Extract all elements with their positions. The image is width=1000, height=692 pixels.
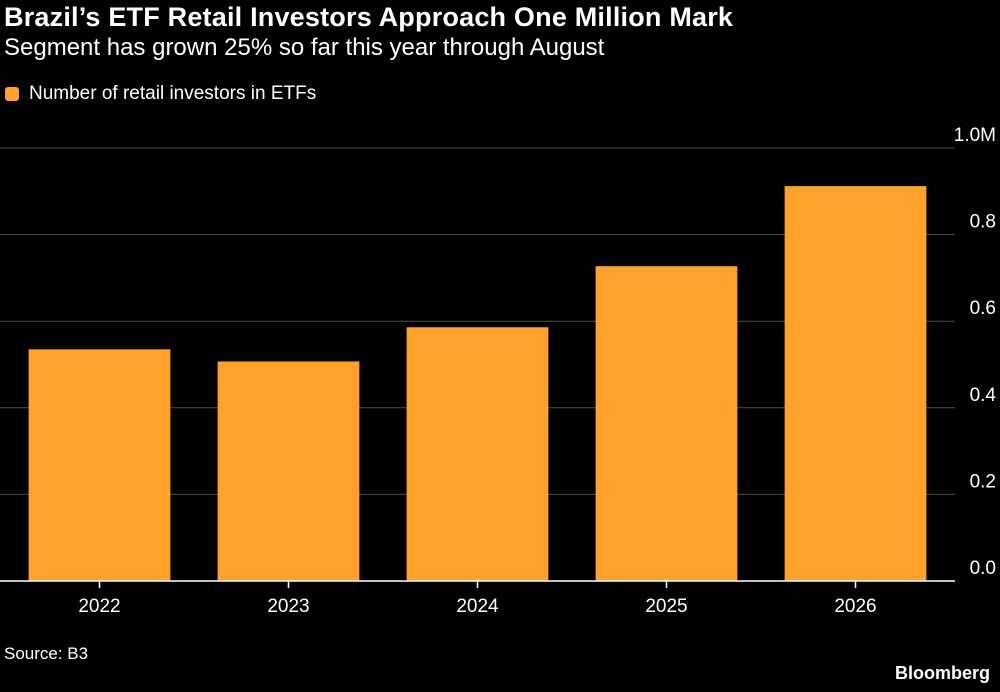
y-tick-label: 0.0 [970, 558, 996, 579]
source-note: Source: B3 [4, 644, 89, 663]
chart-subtitle: Segment has grown 25% so far this year t… [4, 34, 605, 61]
bar [595, 266, 738, 581]
x-tick-label: 2025 [645, 596, 687, 617]
bloomberg-logo: Bloomberg [894, 663, 990, 683]
y-tick-label: 0.6 [970, 298, 996, 319]
legend: Number of retail investors in ETFs [5, 83, 316, 105]
bar [406, 327, 549, 581]
x-tick-label: 2022 [78, 596, 120, 617]
bar [784, 186, 927, 581]
y-tick-label: 1.0M [954, 125, 996, 146]
bar [28, 349, 171, 581]
y-tick-label: 0.4 [970, 385, 997, 406]
y-tick-label: 0.8 [970, 212, 996, 233]
x-tick-label: 2024 [456, 596, 499, 617]
bar [217, 361, 360, 581]
legend-swatch [5, 87, 19, 101]
x-tick-label: 2026 [834, 596, 876, 617]
legend-label: Number of retail investors in ETFs [29, 83, 317, 104]
x-tick-label: 2023 [267, 596, 309, 617]
y-tick-label: 0.2 [970, 471, 996, 492]
chart-title: Brazil’s ETF Retail Investors Approach O… [4, 2, 734, 32]
